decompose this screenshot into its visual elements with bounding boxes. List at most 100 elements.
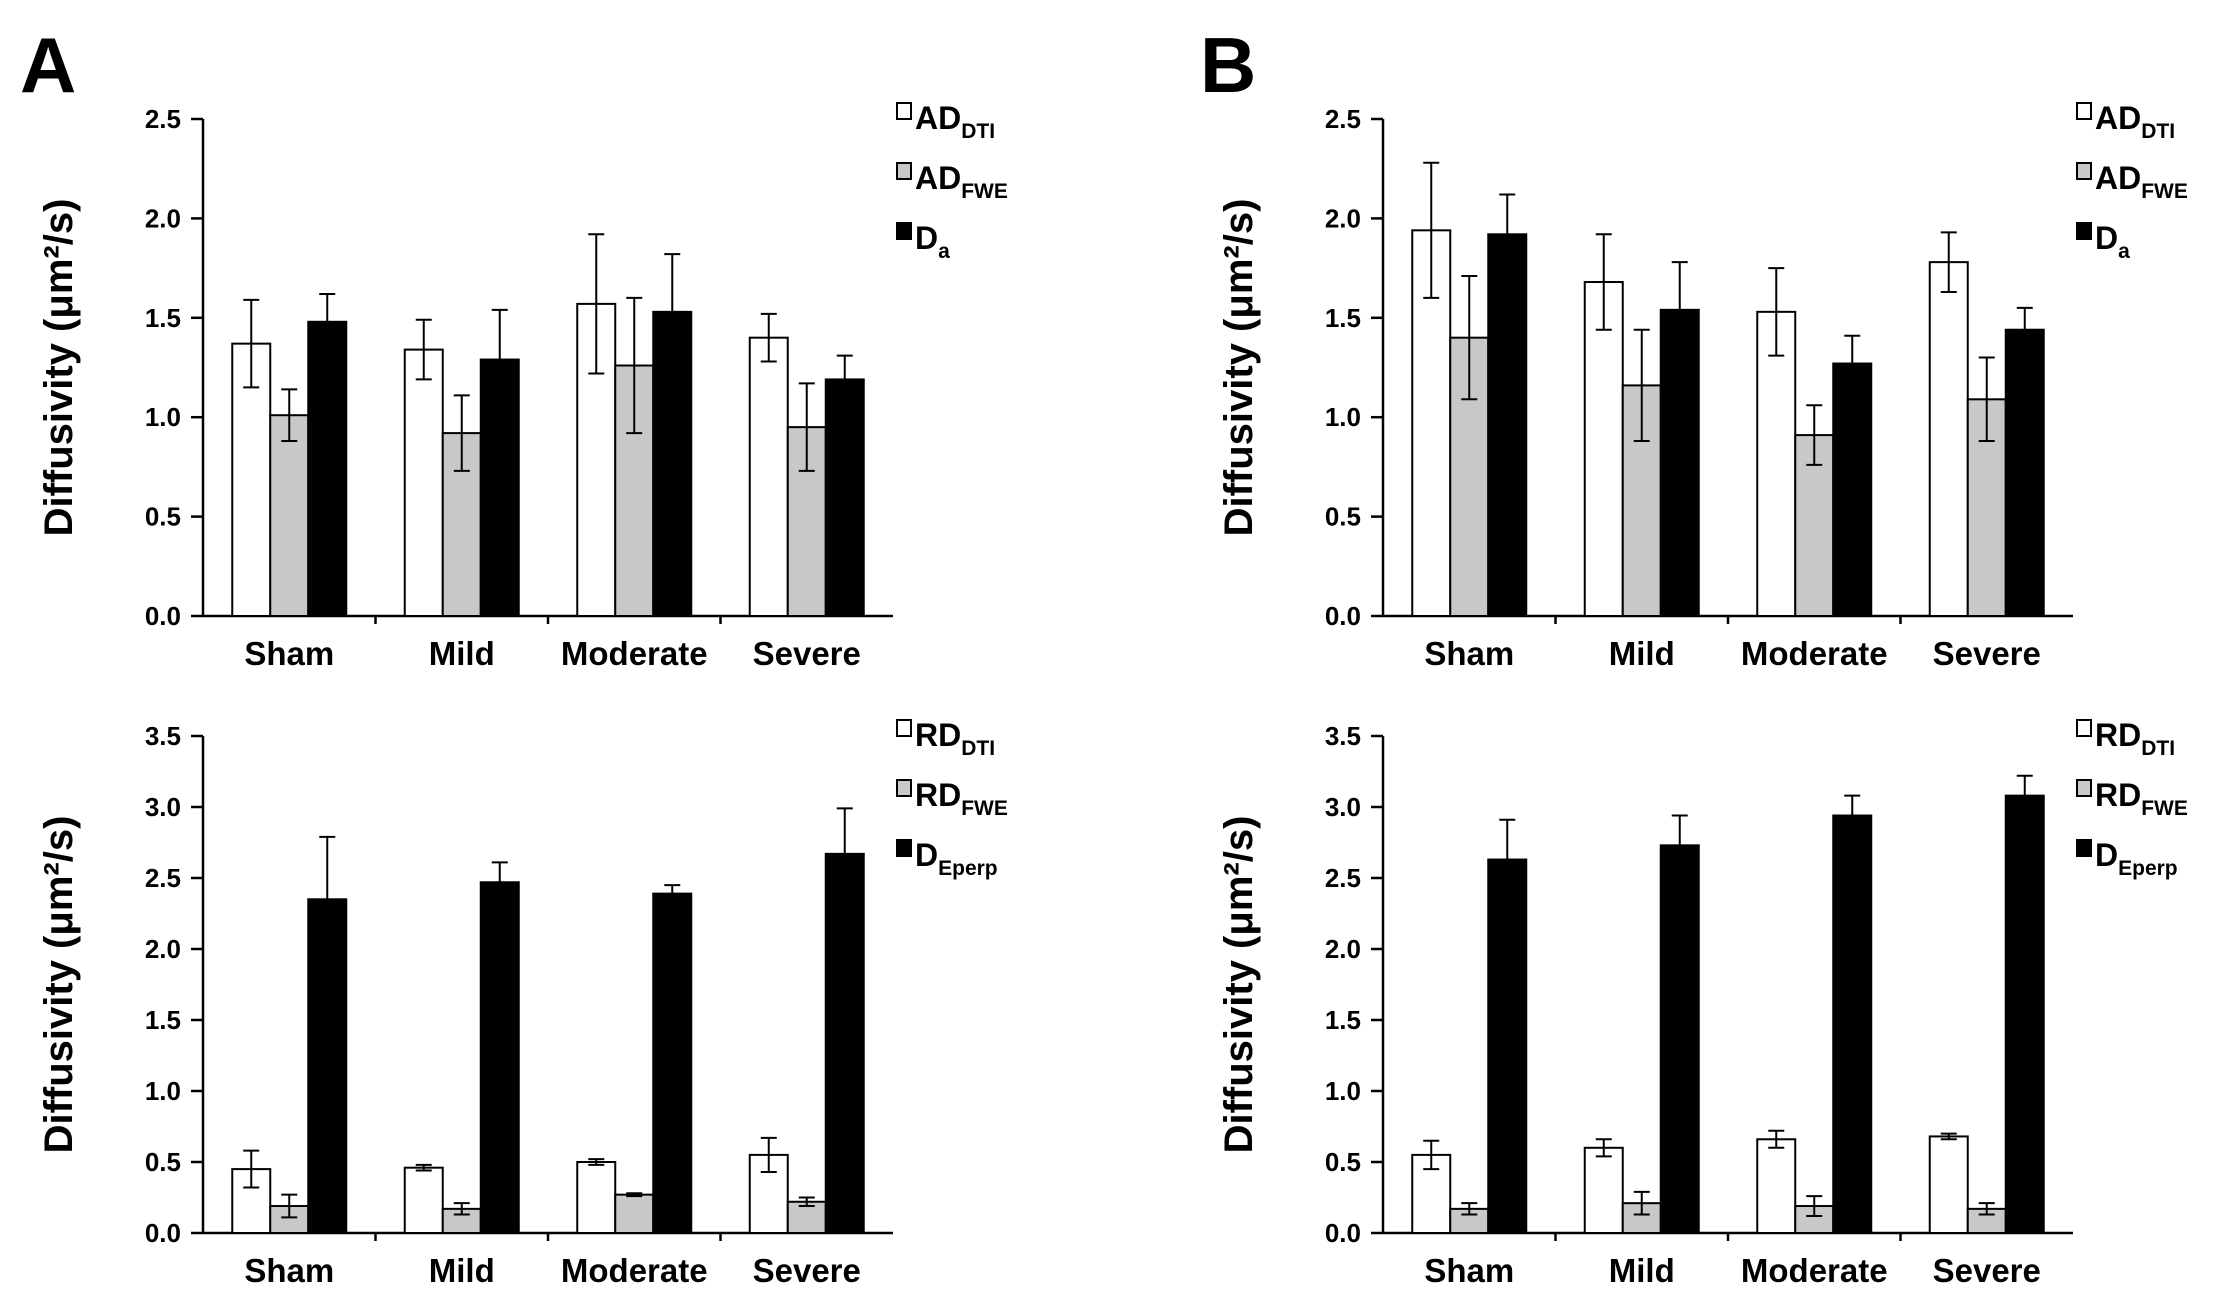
y-tick-label: 0.5 xyxy=(145,502,181,532)
bar xyxy=(652,310,693,617)
bar xyxy=(2004,328,2045,617)
y-tick-label: 1.0 xyxy=(1325,402,1361,432)
legend-main-text: AD xyxy=(2095,160,2141,196)
y-tick-label: 2.5 xyxy=(1325,863,1361,893)
legend-main-text: RD xyxy=(2095,777,2141,813)
legend-main-text: RD xyxy=(915,717,961,753)
legend-swatch xyxy=(2076,779,2092,797)
legend-swatch xyxy=(2076,719,2092,737)
y-tick-label: 3.0 xyxy=(1325,792,1361,822)
legend-subscript-text: DTI xyxy=(2141,120,2175,143)
legend-swatch xyxy=(2076,222,2092,240)
legend-main-text: AD xyxy=(915,160,961,196)
legend-subscript-text: DTI xyxy=(961,737,995,760)
panel-letter-a: A xyxy=(20,21,76,109)
legend-swatch xyxy=(896,222,912,240)
x-category-label: Severe xyxy=(753,1252,861,1289)
x-category-label: Sham xyxy=(244,635,334,672)
legend-main-text: D xyxy=(2095,220,2118,256)
x-category-label: Moderate xyxy=(1741,1252,1888,1289)
bar xyxy=(403,1166,444,1235)
chart-a-bottom: Diffusivity (μm²/s) 0.0 0.5 1.0 1.5 2.0 2.5 3.0… xyxy=(37,717,1008,1289)
bar xyxy=(1832,362,1873,617)
y-tick-label: 0.0 xyxy=(145,601,181,631)
y-tick-label: 1.5 xyxy=(1325,303,1361,333)
bar xyxy=(1756,310,1797,617)
bar xyxy=(1928,261,1969,617)
chart-b-bottom: Diffusivity (μm²/s) 0.0 0.5 1.0 1.5 2.0 2.5 3.0… xyxy=(1217,717,2188,1289)
legend-subscript-text: FWE xyxy=(2141,180,2188,203)
legend-subscript-text: FWE xyxy=(961,180,1008,203)
x-category-label: Severe xyxy=(1933,1252,2041,1289)
x-category-label: Mild xyxy=(1609,635,1675,672)
y-tick-label: 1.0 xyxy=(145,1076,181,1106)
bar xyxy=(1487,233,1528,618)
legend-swatch xyxy=(896,779,912,797)
legend-main-text: RD xyxy=(2095,717,2141,753)
y-tick-label: 1.5 xyxy=(145,1005,181,1035)
bar xyxy=(2004,794,2045,1234)
bar xyxy=(307,320,348,617)
y-tick-label: 2.0 xyxy=(145,203,181,233)
y-tick-label: 2.0 xyxy=(1325,934,1361,964)
legend-main-text: D xyxy=(2095,837,2118,873)
x-category-label: Severe xyxy=(753,635,861,672)
charts-group: Diffusivity (μm²/s) 0.0 0.5 1.0 1.5 2.0 2.5 Sha… xyxy=(37,100,2188,1289)
x-category-label: Moderate xyxy=(561,1252,708,1289)
x-category-label: Mild xyxy=(1609,1252,1675,1289)
x-category-label: Moderate xyxy=(1741,635,1888,672)
legend-subscript-text: DTI xyxy=(2141,737,2175,760)
y-tick-label: 0.0 xyxy=(1325,601,1361,631)
legend-entry: Da xyxy=(2095,220,2130,263)
x-category-label: Sham xyxy=(1424,635,1514,672)
bar xyxy=(1832,814,1873,1235)
legend-entry: RDFWE xyxy=(915,777,1008,820)
legend-swatch xyxy=(2076,162,2092,180)
bar xyxy=(1487,858,1528,1234)
legend-entry: RDFWE xyxy=(2095,777,2188,820)
y-tick-label: 2.0 xyxy=(145,934,181,964)
y-axis-label: Diffusivity (μm²/s) xyxy=(1217,816,1261,1154)
y-tick-label: 0.5 xyxy=(145,1147,181,1177)
y-tick-label: 0.5 xyxy=(1325,1147,1361,1177)
x-category-label: Mild xyxy=(429,635,495,672)
legend-swatch xyxy=(2076,102,2092,120)
legend-swatch xyxy=(896,102,912,120)
bar xyxy=(479,881,520,1234)
y-tick-label: 0.0 xyxy=(1325,1218,1361,1248)
x-category-label: Moderate xyxy=(561,635,708,672)
y-axis-label: Diffusivity (μm²/s) xyxy=(37,199,81,537)
y-tick-label: 1.5 xyxy=(1325,1005,1361,1035)
legend-subscript-text: FWE xyxy=(961,797,1008,820)
legend-subscript-text: a xyxy=(938,240,950,263)
legend-entry: Da xyxy=(915,220,950,263)
panel-letter-b: B xyxy=(1200,21,1256,109)
y-tick-label: 1.5 xyxy=(145,303,181,333)
chart-a-top: Diffusivity (μm²/s) 0.0 0.5 1.0 1.5 2.0 2.5 Sha… xyxy=(37,100,1008,672)
legend-subscript-text: Eperp xyxy=(938,857,998,880)
x-category-label: Mild xyxy=(429,1252,495,1289)
bar xyxy=(824,378,865,618)
x-category-label: Sham xyxy=(244,1252,334,1289)
y-tick-label: 3.5 xyxy=(1325,721,1361,751)
y-tick-label: 2.5 xyxy=(145,863,181,893)
legend-entry: ADFWE xyxy=(2095,160,2188,203)
y-tick-label: 1.0 xyxy=(145,402,181,432)
legend-swatch xyxy=(896,839,912,857)
bar xyxy=(1928,1135,1969,1234)
chart-b-top: Diffusivity (μm²/s) 0.0 0.5 1.0 1.5 2.0 2.5 Sha… xyxy=(1217,100,2188,672)
legend-swatch xyxy=(896,162,912,180)
legend-main-text: AD xyxy=(915,100,961,136)
bar xyxy=(824,852,865,1234)
bar xyxy=(1583,281,1624,617)
legend-entry: DEperp xyxy=(915,837,998,880)
legend-main-text: D xyxy=(915,837,938,873)
legend-subscript-text: FWE xyxy=(2141,797,2188,820)
y-axis-label: Diffusivity (μm²/s) xyxy=(37,816,81,1154)
legend-main-text: RD xyxy=(915,777,961,813)
bar xyxy=(231,342,272,617)
legend-entry: ADDTI xyxy=(915,100,995,143)
y-tick-label: 3.0 xyxy=(145,792,181,822)
y-tick-label: 0.5 xyxy=(1325,502,1361,532)
